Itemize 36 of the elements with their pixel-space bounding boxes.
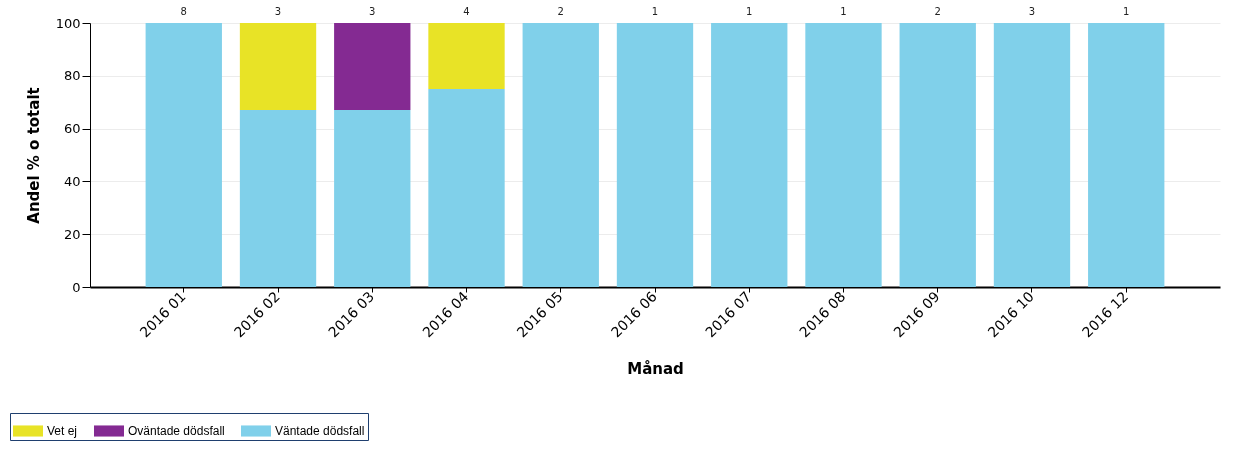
bar	[993, 23, 1071, 287]
x-axis-title: Månad	[627, 360, 684, 379]
y-tick-label: 20	[63, 226, 81, 242]
y-tick-label: 0	[72, 279, 81, 295]
bar	[239, 110, 317, 287]
annotation: 3	[1028, 6, 1036, 17]
legend-label: Vet ej	[47, 424, 78, 438]
annotation: 8	[180, 6, 187, 17]
y-tick-label: 60	[63, 121, 81, 137]
annotation: 2	[557, 6, 564, 17]
annotation: 1	[840, 6, 847, 17]
annotation: 1	[746, 6, 753, 17]
y-tick-label: 100	[55, 15, 81, 31]
annotation: 1	[651, 6, 659, 17]
bar	[428, 23, 505, 89]
bar	[1088, 23, 1165, 287]
bar	[428, 89, 505, 287]
bar	[899, 23, 976, 287]
y-axis-title: Andel % o totalt	[24, 87, 43, 224]
bar	[805, 23, 882, 287]
y-tick-label: 80	[63, 68, 81, 84]
bar	[334, 23, 411, 111]
legend-label: Oväntade dödsfall	[128, 424, 225, 438]
annotation: 1	[1123, 6, 1130, 17]
bar	[616, 23, 694, 287]
annotation: 3	[369, 6, 376, 17]
bar	[334, 110, 411, 287]
bar	[145, 23, 222, 287]
annotation: 4	[463, 6, 470, 17]
annotation: 2	[934, 6, 941, 17]
annotation: 3	[274, 6, 282, 17]
y-tick-label: 40	[63, 173, 81, 189]
bar	[711, 23, 788, 287]
bar	[522, 23, 599, 287]
legend-label: Väntade dödsfall	[275, 424, 365, 438]
bar	[239, 23, 317, 111]
